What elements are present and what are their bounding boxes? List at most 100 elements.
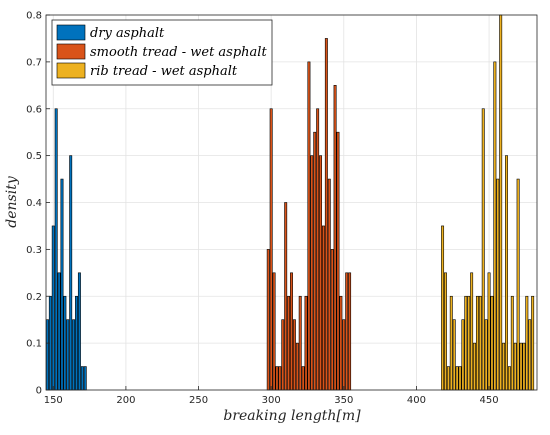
- bar-series-1: [339, 295, 343, 391]
- bar-series-1: [287, 295, 291, 391]
- bar-series-2: [516, 178, 520, 391]
- bar-series-0: [66, 319, 70, 391]
- bar-series-2: [484, 319, 488, 391]
- bar-series-0: [72, 319, 76, 391]
- bar-series-0: [45, 319, 49, 391]
- legend-label: dry asphalt: [90, 26, 165, 41]
- x-tick-label: 350: [334, 395, 353, 406]
- x-tick-label: 300: [262, 395, 281, 406]
- bar-series-1: [310, 155, 314, 391]
- bar-series-1: [333, 85, 337, 391]
- bar-series-1: [321, 225, 325, 391]
- bar-series-2: [496, 178, 500, 391]
- bar-series-2: [449, 295, 453, 391]
- bar-series-1: [324, 38, 328, 391]
- x-tick-label: 250: [189, 395, 208, 406]
- bar-series-1: [336, 131, 340, 391]
- bar-series-1: [295, 342, 299, 391]
- y-tick-label: 0.8: [26, 11, 42, 22]
- legend-swatch: [56, 43, 86, 60]
- bar-series-0: [51, 225, 55, 391]
- bar-series-2: [499, 14, 503, 391]
- y-tick-label: 0.6: [26, 104, 42, 115]
- bar-series-2: [481, 108, 485, 391]
- bar-series-2: [502, 342, 506, 391]
- legend-box: [51, 19, 273, 86]
- bar-series-1: [269, 108, 273, 391]
- bar-series-0: [63, 295, 67, 391]
- bar-series-2: [531, 295, 535, 391]
- bar-series-2: [490, 295, 494, 391]
- bar-series-1: [313, 131, 317, 391]
- x-tick-label: 450: [480, 395, 499, 406]
- bar-series-2: [478, 295, 482, 391]
- bar-series-2: [475, 295, 479, 391]
- bar-series-0: [75, 295, 78, 391]
- bar-series-2: [493, 61, 497, 391]
- x-tick-label: 200: [116, 395, 135, 406]
- bar-series-1: [348, 272, 352, 391]
- bar-series-1: [301, 366, 305, 391]
- x-tick-label: 400: [407, 395, 426, 406]
- bar-series-2: [452, 319, 456, 391]
- bar-series-1: [272, 272, 276, 391]
- bar-series-1: [319, 155, 323, 391]
- bar-series-2: [487, 272, 491, 391]
- bar-series-0: [54, 108, 58, 391]
- y-tick-label: 0.5: [26, 151, 42, 162]
- bar-series-2: [441, 225, 445, 391]
- x-axis-label: breaking length[m]: [223, 408, 361, 424]
- x-tick-label: 150: [44, 395, 63, 406]
- bar-series-0: [83, 366, 87, 391]
- y-tick-label: 0.2: [26, 292, 42, 303]
- y-tick-label: 0.7: [26, 57, 42, 68]
- bar-series-1: [342, 319, 346, 391]
- bar-series-2: [461, 319, 465, 391]
- bar-series-2: [519, 342, 523, 391]
- bar-series-2: [467, 295, 471, 391]
- bar-series-0: [77, 272, 81, 391]
- y-tick-label: 0.1: [26, 339, 42, 350]
- legend-swatch: [56, 62, 86, 79]
- bar-series-1: [304, 295, 308, 391]
- x-ticks: 150 200 250 300 350 400 450: [44, 386, 499, 406]
- bar-series-2: [505, 155, 508, 391]
- y-axis-label: density: [4, 175, 20, 228]
- bar-series-2: [510, 295, 514, 391]
- bar-series-1: [327, 178, 331, 391]
- bar-series-0: [80, 366, 84, 391]
- bar-series-1: [307, 61, 311, 391]
- bar-series-1: [284, 202, 288, 391]
- y-ticks: 0 0.1 0.2 0.3 0.4 0.5 0.6 0.7 0.8: [26, 11, 50, 397]
- bars: [45, 14, 535, 391]
- bar-series-1: [281, 319, 285, 391]
- bar-series-2: [525, 295, 529, 391]
- legend-label: rib tread - wet asphalt: [90, 64, 238, 79]
- bar-series-2: [446, 366, 450, 391]
- y-tick-label: 0.3: [26, 245, 42, 256]
- bar-series-2: [464, 295, 468, 391]
- bar-series-1: [345, 272, 349, 391]
- bar-series-1: [316, 108, 320, 391]
- bar-series-1: [278, 366, 282, 391]
- legend-label: smooth tread - wet asphalt: [90, 45, 267, 60]
- bar-series-0: [60, 178, 64, 391]
- legend-swatch: [56, 24, 86, 41]
- bar-series-2: [513, 342, 517, 391]
- bar-series-2: [470, 272, 474, 391]
- bar-series-1: [266, 249, 270, 391]
- bar-series-2: [522, 342, 526, 391]
- bar-series-1: [292, 319, 296, 391]
- bar-series-2: [528, 319, 532, 391]
- bar-series-1: [290, 272, 293, 391]
- bar-series-2: [473, 342, 476, 391]
- bar-series-2: [507, 366, 511, 391]
- legend: dry asphalt smooth tread - wet asphalt rib…: [51, 19, 273, 86]
- y-tick-label: 0.4: [26, 198, 42, 209]
- bar-series-2: [444, 272, 447, 391]
- bar-series-0: [69, 155, 73, 391]
- bar-series-1: [298, 295, 302, 391]
- y-tick-label: 0: [36, 386, 42, 397]
- bar-series-1: [330, 249, 334, 391]
